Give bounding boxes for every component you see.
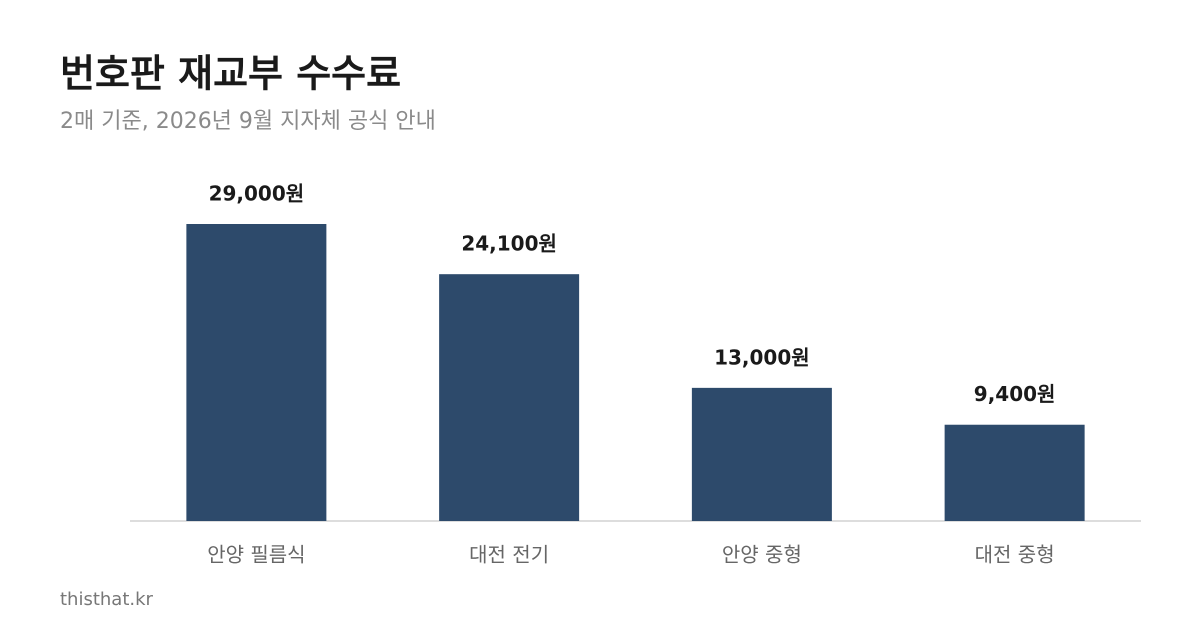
bar <box>186 224 327 521</box>
x-tick-label: 안양 필름식 <box>207 543 305 567</box>
x-tick-label: 대전 중형 <box>975 543 1055 567</box>
value-label: 9,400원 <box>974 382 1056 406</box>
footer: thisthat.kr <box>60 589 154 610</box>
x-tick-label: 안양 중형 <box>722 543 802 567</box>
x-tick-label: 대전 전기 <box>469 543 549 567</box>
bar <box>691 387 832 521</box>
bar <box>944 424 1085 521</box>
bar <box>439 274 580 521</box>
value-label: 29,000원 <box>209 182 305 206</box>
value-label: 13,000원 <box>714 345 810 369</box>
value-label: 24,100원 <box>461 232 557 256</box>
chart-title: 번호판 재교부 수수료 <box>60 52 401 96</box>
chart-subtitle: 2매 기준, 2026년 9월 지자체 공식 안내 <box>60 109 436 134</box>
